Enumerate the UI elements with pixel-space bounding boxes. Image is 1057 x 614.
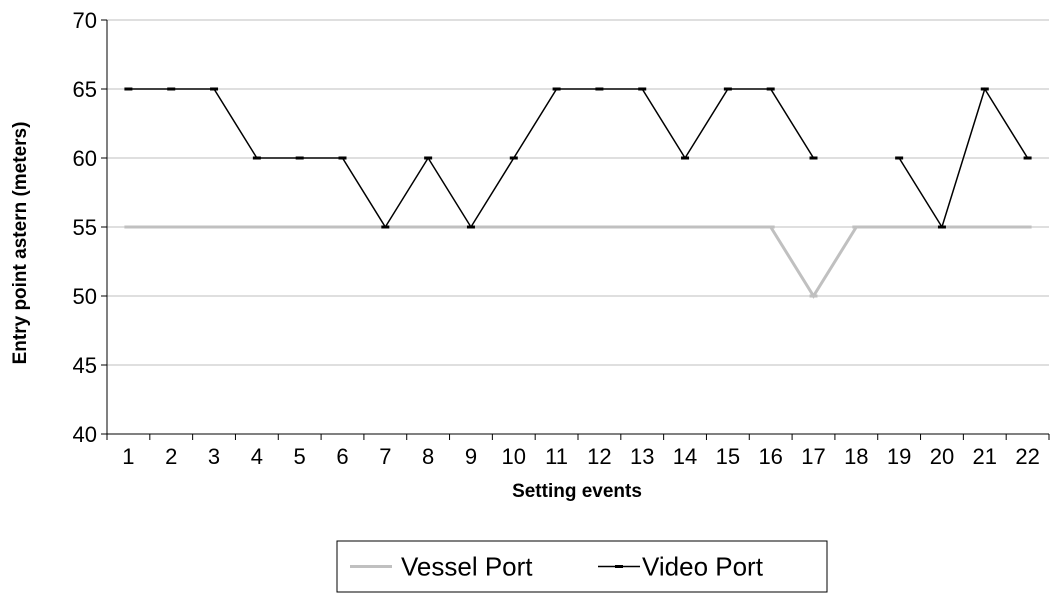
x-tick-label: 2 (165, 444, 177, 469)
x-tick-label: 22 (1015, 444, 1039, 469)
legend-box (336, 540, 828, 593)
vessel-port-point (681, 225, 690, 229)
vessel-port-point (766, 225, 775, 229)
x-tick-label: 21 (973, 444, 997, 469)
vessel-port-point (723, 225, 732, 229)
legend: Vessel Port Video Port (336, 540, 828, 593)
vessel-port-point (552, 225, 561, 229)
x-tick-label: 4 (251, 444, 263, 469)
x-tick-label: 9 (465, 444, 477, 469)
x-tick-labels: 1 2 3 4 5 6 7 8 9 10 11 12 13 14 15 16 17 18 19 20 21 22 (122, 444, 1040, 469)
vessel-port-point (167, 225, 176, 229)
x-tick-label: 18 (844, 444, 868, 469)
video-port-point (167, 87, 176, 91)
vessel-port-point (595, 225, 604, 229)
video-port-point (809, 156, 818, 160)
vessel-port-point (638, 225, 647, 229)
vessel-port-point (509, 225, 518, 229)
x-axis-title: Setting events (512, 481, 642, 502)
video-port-point (424, 156, 433, 160)
y-tick-label: 40 (73, 422, 97, 447)
x-tick-label: 3 (208, 444, 220, 469)
x-tick-label: 7 (379, 444, 391, 469)
series-video-port (124, 87, 1032, 229)
x-tick-label: 5 (294, 444, 306, 469)
axes (101, 19, 1050, 440)
video-port-point (381, 225, 390, 229)
vessel-port-point (252, 225, 261, 229)
y-tick-label: 70 (73, 8, 97, 33)
video-port-point (980, 87, 989, 91)
x-tick-label: 16 (758, 444, 782, 469)
gridlines (107, 19, 1049, 366)
x-tick-label: 12 (587, 444, 611, 469)
vessel-port-point (980, 225, 989, 229)
x-tick-label: 17 (801, 444, 825, 469)
vessel-port-point (424, 225, 433, 229)
vessel-port-line (128, 225, 1028, 299)
y-tick-labels: 40 45 50 55 60 65 70 (73, 8, 97, 447)
video-port-line (898, 87, 1029, 229)
video-port-point (895, 156, 904, 160)
y-tick-label: 65 (73, 77, 97, 102)
video-port-point (638, 87, 647, 91)
x-tick-label: 14 (673, 444, 697, 469)
y-tick-label: 45 (73, 353, 97, 378)
vessel-port-point (895, 225, 904, 229)
video-port-point (466, 225, 475, 229)
video-port-point (552, 87, 561, 91)
x-tick-label: 1 (122, 444, 134, 469)
vessel-port-point (338, 225, 347, 229)
vessel-port-point (210, 225, 219, 229)
x-tick-label: 8 (422, 444, 434, 469)
video-port-point (1023, 156, 1032, 160)
y-tick-label: 50 (73, 284, 97, 309)
y-axis-title: Entry point astern (meters) (10, 122, 31, 365)
video-port-point (937, 225, 946, 229)
x-tick-label: 10 (502, 444, 526, 469)
vessel-port-point (295, 225, 304, 229)
series-lines (124, 87, 1032, 299)
series-vessel-port (124, 225, 1032, 299)
video-port-point (295, 156, 304, 160)
x-tick-label: 15 (716, 444, 740, 469)
x-tick-label: 19 (887, 444, 911, 469)
video-port-point (509, 156, 518, 160)
vessel-port-point (1023, 225, 1032, 229)
legend-video-port-label: Video Port (642, 552, 764, 582)
x-tick-label: 13 (630, 444, 654, 469)
video-port-point (723, 87, 732, 91)
y-tick-label: 55 (73, 215, 97, 240)
video-port-point (681, 156, 690, 160)
x-tick-label: 6 (336, 444, 348, 469)
video-port-point (595, 87, 604, 91)
vessel-port-point (852, 225, 861, 229)
vessel-port-point (809, 294, 818, 298)
video-port-point (210, 87, 219, 91)
legend-vessel-port-label: Vessel Port (401, 552, 533, 582)
x-tick-label: 20 (930, 444, 954, 469)
video-port-point (338, 156, 347, 160)
video-port-point (766, 87, 775, 91)
video-port-point (252, 156, 261, 160)
y-tick-label: 60 (73, 146, 97, 171)
legend-video-port-marker (615, 565, 623, 568)
video-port-point (124, 87, 133, 91)
vessel-port-point (124, 225, 133, 229)
x-tick-label: 11 (545, 444, 568, 469)
